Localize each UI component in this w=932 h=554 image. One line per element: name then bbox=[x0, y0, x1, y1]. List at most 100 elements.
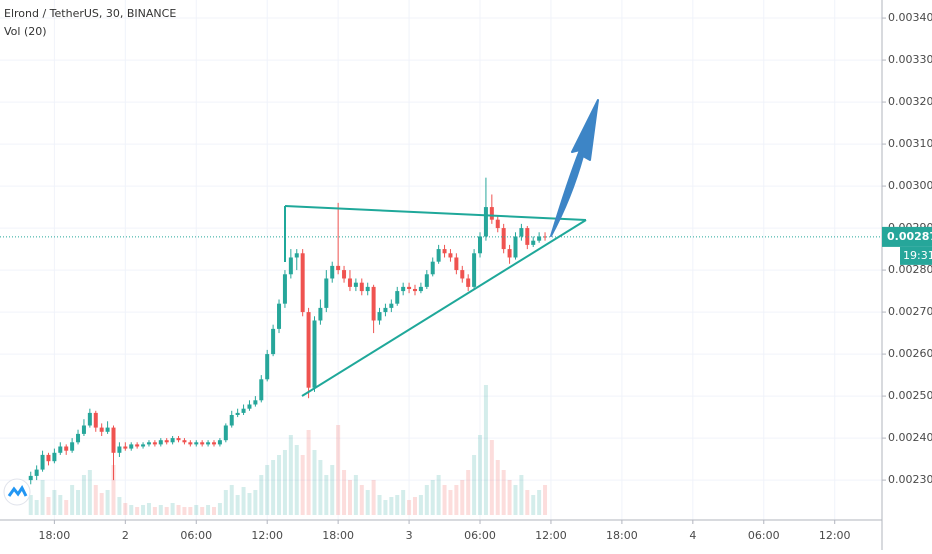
volume-bar bbox=[395, 495, 400, 515]
candle-body bbox=[129, 444, 134, 449]
volume-bar bbox=[76, 490, 81, 515]
candle-body bbox=[247, 404, 252, 409]
candle-body bbox=[141, 444, 146, 447]
candle-body bbox=[241, 408, 246, 413]
x-tick-label: 12:00 bbox=[251, 529, 283, 542]
volume-bar bbox=[40, 480, 45, 515]
volume-bar bbox=[271, 460, 276, 515]
x-tick-label: 06:00 bbox=[464, 529, 496, 542]
candle-body bbox=[105, 427, 110, 432]
candle-body bbox=[288, 257, 293, 275]
volume-bar bbox=[46, 497, 51, 515]
volume-bar bbox=[223, 490, 228, 515]
trend-line bbox=[301, 219, 587, 397]
candle-body bbox=[46, 454, 51, 462]
candle-body bbox=[336, 265, 341, 271]
volume-bar bbox=[117, 497, 122, 515]
volume-bar bbox=[123, 503, 128, 515]
candle-body bbox=[93, 412, 98, 428]
volume-bar bbox=[407, 500, 412, 515]
volume-bar bbox=[424, 485, 429, 515]
candle-body bbox=[170, 438, 175, 443]
volume-bar bbox=[519, 475, 524, 515]
candle-body bbox=[123, 446, 128, 449]
candle-body bbox=[513, 236, 518, 258]
candle-body bbox=[495, 219, 500, 229]
x-tick-label: 2 bbox=[122, 529, 129, 542]
x-tick-label: 3 bbox=[406, 529, 413, 542]
volume-bar bbox=[472, 455, 477, 515]
volume-bar bbox=[537, 490, 542, 515]
volume-bar bbox=[365, 490, 370, 515]
volume-bar bbox=[525, 490, 530, 515]
candle-body bbox=[223, 425, 228, 441]
candle-body bbox=[318, 307, 323, 321]
volume-bar bbox=[176, 505, 181, 515]
volume-bar bbox=[170, 503, 175, 515]
volume-bar bbox=[347, 480, 352, 515]
candle-body bbox=[353, 282, 358, 287]
volume-bar bbox=[182, 507, 187, 515]
volume-bar bbox=[282, 450, 287, 515]
volume-bar bbox=[460, 480, 465, 515]
candle-body bbox=[52, 452, 57, 462]
volume-bar bbox=[495, 460, 500, 515]
candle-body bbox=[395, 291, 400, 304]
candle-body bbox=[81, 425, 86, 434]
volume-bar bbox=[466, 470, 471, 515]
candle-body bbox=[188, 442, 193, 445]
chart-title: Elrond / TetherUS, 30, BINANCE bbox=[4, 7, 176, 20]
volume-bar bbox=[531, 495, 536, 515]
candle-body bbox=[407, 286, 412, 289]
volume-bar bbox=[336, 425, 341, 515]
candle-body bbox=[312, 320, 317, 388]
volume-bar bbox=[206, 505, 211, 515]
volume-bar bbox=[129, 505, 134, 515]
volume-bar bbox=[353, 475, 358, 515]
x-tick-label: 06:00 bbox=[748, 529, 780, 542]
volume-bar bbox=[371, 480, 376, 515]
volume-bar bbox=[64, 500, 69, 515]
volume-bar bbox=[200, 507, 205, 515]
candle-body bbox=[501, 228, 506, 250]
volume-bar bbox=[87, 470, 92, 515]
x-tick-label: 12:00 bbox=[535, 529, 567, 542]
candle-body bbox=[229, 414, 234, 426]
volume-bar bbox=[312, 450, 317, 515]
logo-mark bbox=[7, 485, 28, 497]
volume-bar bbox=[135, 507, 140, 515]
candle-body bbox=[87, 412, 92, 426]
candle-body bbox=[117, 446, 122, 453]
candle-body bbox=[176, 438, 181, 441]
volume-title: Vol (20) bbox=[4, 25, 47, 38]
volume-bar bbox=[513, 485, 518, 515]
candle-body bbox=[543, 236, 548, 238]
candle-body bbox=[217, 440, 222, 445]
candle-body bbox=[359, 282, 364, 292]
candle-body bbox=[389, 303, 394, 308]
y-tick-label: 0.003400 bbox=[888, 11, 932, 24]
candle-body bbox=[206, 442, 211, 445]
volume-bar bbox=[28, 495, 33, 515]
volume-bar bbox=[300, 455, 305, 515]
candle-body bbox=[111, 427, 116, 453]
volume-bar bbox=[211, 507, 216, 515]
candle-body bbox=[277, 303, 282, 329]
candle-body bbox=[418, 286, 423, 292]
candle-body bbox=[347, 278, 352, 287]
volume-bar bbox=[342, 470, 347, 515]
candle-body bbox=[519, 228, 524, 237]
volume-bar bbox=[412, 497, 417, 515]
volume-bar bbox=[389, 497, 394, 515]
volume-bar bbox=[377, 495, 382, 515]
candle-body bbox=[76, 433, 81, 443]
